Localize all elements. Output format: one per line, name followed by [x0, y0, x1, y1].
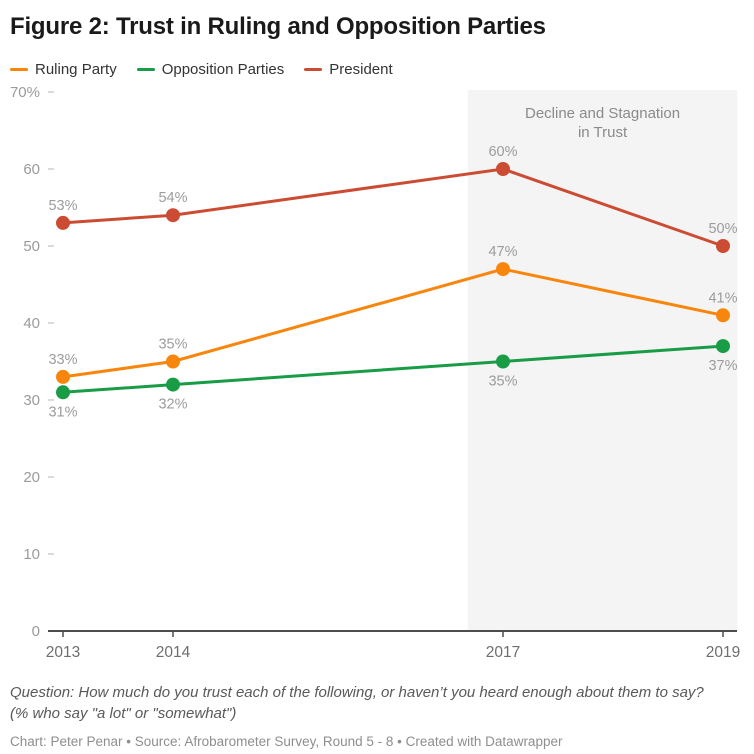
value-label-president-2013: 53% [48, 198, 77, 214]
point-opposition-parties-2014[interactable] [166, 377, 180, 392]
y-tick-label: 40 [23, 315, 40, 332]
trust-line-chart: Decline and Stagnation in Trust 0 10 20 30 40 5… [10, 85, 740, 661]
legend-item-opposition-parties: Opposition Parties [136, 61, 285, 78]
chart-title: Figure 2: Trust in Ruling and Opposition… [10, 13, 546, 40]
value-label-opposition-parties-2014: 32% [158, 397, 187, 413]
legend-item-ruling-party: Ruling Party [10, 61, 117, 78]
value-label-opposition-parties-2017: 35% [488, 374, 517, 390]
chart-footer: Question: How much do you trust each of … [0, 682, 754, 749]
point-ruling-party-2019[interactable] [716, 308, 730, 323]
point-opposition-parties-2019[interactable] [716, 339, 730, 354]
y-tick-label: 70% [10, 85, 40, 101]
legend-swatch-president [304, 68, 323, 71]
point-ruling-party-2017[interactable] [496, 262, 510, 277]
value-label-ruling-party-2017: 47% [488, 244, 517, 260]
value-label-president-2014: 54% [158, 190, 187, 206]
y-tick-label: 10 [23, 546, 40, 563]
y-tick-label: 20 [23, 469, 40, 486]
value-label-opposition-parties-2013: 31% [48, 404, 77, 420]
y-tick-label: 0 [32, 623, 40, 640]
legend-swatch-opposition-parties [136, 68, 155, 71]
value-label-ruling-party-2019: 41% [708, 290, 737, 306]
point-opposition-parties-2017[interactable] [496, 354, 510, 369]
legend-item-president: President [304, 61, 393, 78]
value-label-opposition-parties-2019: 37% [708, 358, 737, 374]
value-label-president-2017: 60% [488, 144, 517, 160]
line-ruling-party [61, 267, 725, 379]
y-tick-label: 30 [23, 392, 40, 409]
x-tick-label: 2017 [486, 644, 520, 661]
point-ruling-party-2013[interactable] [56, 369, 70, 384]
point-president-2014[interactable] [166, 208, 180, 223]
chart-legend: Ruling Party Opposition Parties Presiden… [0, 61, 754, 78]
question-line-2: (% who say "a lot" or "somewhat") [10, 705, 237, 723]
legend-swatch-ruling-party [10, 68, 28, 71]
x-tick-label: 2019 [706, 644, 740, 661]
point-ruling-party-2014[interactable] [166, 354, 180, 369]
x-tick-label: 2014 [156, 644, 191, 661]
line-opposition-parties [61, 344, 725, 394]
legend-label-president: President [329, 61, 393, 78]
region-annotation-line: Decline and Stagnation [525, 105, 680, 122]
value-label-ruling-party-2013: 33% [48, 352, 77, 368]
legend-label-opposition-parties: Opposition Parties [161, 61, 285, 78]
line-president [61, 167, 725, 248]
y-tick-label: 60 [23, 161, 40, 178]
point-president-2019[interactable] [716, 239, 730, 253]
region-annotation-line: in Trust [578, 124, 628, 141]
point-president-2013[interactable] [56, 215, 70, 230]
value-label-ruling-party-2014: 35% [158, 337, 187, 353]
question-note: Question: How much do you trust each of … [10, 682, 744, 725]
y-tick-label: 50 [23, 238, 40, 255]
x-tick-label: 2013 [46, 644, 80, 661]
value-label-president-2019: 50% [708, 221, 737, 237]
point-president-2017[interactable] [496, 162, 510, 176]
question-line-1: Question: How much do you trust each of … [10, 684, 704, 701]
chart-header: Figure 2: Trust in Ruling and Opposition… [0, 0, 754, 42]
credit-line: Chart: Peter Penar • Source: Afrobaromet… [10, 733, 563, 749]
point-opposition-parties-2013[interactable] [56, 385, 70, 400]
legend-label-ruling-party: Ruling Party [35, 61, 117, 78]
